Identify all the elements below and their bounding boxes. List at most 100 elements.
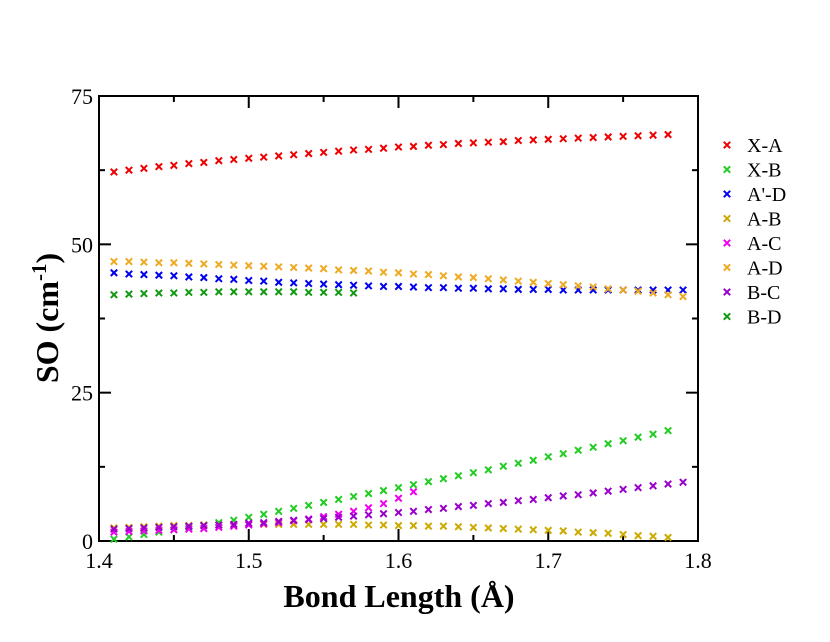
point-b-c [199,521,208,530]
point-a-c [319,512,328,521]
point-x-a [589,133,598,142]
legend-marker-a-d [723,190,731,198]
point-x-a [604,133,613,141]
legend-label-x-a: X-A [747,135,783,157]
legend-marker-x-b [723,165,731,174]
point-x-a [110,168,118,176]
point-x-a [649,131,657,140]
point-b-d [289,287,298,296]
point-b-c [499,498,508,507]
point-x-b [274,507,283,516]
point-a-b [604,529,613,538]
point-a-d [574,281,583,290]
point-x-b [649,430,657,439]
point-a-d [409,283,418,291]
point-a-b [544,526,553,535]
point-b-c [514,496,523,505]
point-b-d [214,287,223,296]
point-b-c [274,517,283,526]
point-a-d [274,278,283,287]
point-a-d [334,265,343,274]
point-b-c [634,483,643,492]
point-a-d [499,276,508,284]
point-b-c [619,485,628,494]
point-b-d [110,290,118,299]
point-a-d [514,277,523,286]
point-x-b [289,504,298,513]
y-axis-title-superscript: -1 [27,263,51,281]
point-x-b [424,477,433,486]
point-a-b [484,524,493,532]
point-a-d [379,268,388,277]
point-a-d [469,273,478,282]
point-a-d [529,278,538,287]
y-tick-label: 0 [82,529,93,554]
point-a-d [619,286,628,294]
legend-marker-a-c [723,239,731,247]
legend-label-b-d: B-D [747,307,781,329]
point-x-a [154,162,163,171]
point-a-d [634,287,643,296]
point-a-d [229,275,238,284]
point-x-b [304,501,313,510]
legend-label-a-d: A'-D [747,184,786,206]
point-b-c [679,478,687,487]
point-b-c [559,491,568,500]
legend-marker-b-d [723,312,731,321]
point-a-b [364,521,373,529]
point-b-c [229,520,238,529]
point-a-d [244,261,253,270]
point-a-b [394,521,403,530]
point-a-d [544,279,553,288]
legend-marker-b-c [723,288,731,296]
point-a-d [259,262,268,271]
point-a-b [514,525,523,534]
point-x-b [454,471,463,480]
point-b-c [289,516,298,525]
point-x-a [409,142,418,151]
point-b-c [110,525,118,534]
point-x-b [469,468,478,477]
y-axis-title-close: ) [29,253,65,264]
point-x-a [169,161,178,170]
point-a-d [379,282,388,291]
point-b-c [544,493,553,502]
point-a-d [319,280,328,288]
point-a-d [454,273,463,281]
point-x-b [634,433,643,442]
point-b-c [364,510,373,519]
point-a-b [664,533,672,542]
point-x-b [110,535,118,544]
point-x-a [439,140,448,149]
point-x-b [664,426,672,435]
point-a-d [424,283,433,292]
point-a-d [289,263,298,272]
point-x-b [334,495,343,504]
point-x-b [349,492,358,501]
series-x-a [110,130,672,176]
point-x-b [409,480,418,489]
point-x-a [634,131,643,140]
point-a-b [424,522,433,531]
point-b-d [334,288,343,297]
y-tick-label: 25 [71,381,93,406]
point-a-d [469,284,478,293]
point-a-b [499,524,508,533]
point-b-c [140,524,148,532]
point-a-b [529,525,538,534]
point-x-a [424,141,433,150]
point-a-d [679,292,687,301]
axis-ticks [98,95,699,542]
point-x-a [619,132,628,141]
point-a-c [364,503,373,512]
point-a-d [349,266,358,275]
point-b-c [304,515,313,524]
series-b-c [110,478,687,534]
point-b-d [169,289,178,297]
x-tick-label: 1.4 [85,548,113,573]
legend-marker-x-a [723,141,731,149]
y-tick-label: 75 [71,84,93,109]
point-x-b [559,449,568,458]
point-x-a [529,135,538,144]
point-a-d [184,273,193,281]
